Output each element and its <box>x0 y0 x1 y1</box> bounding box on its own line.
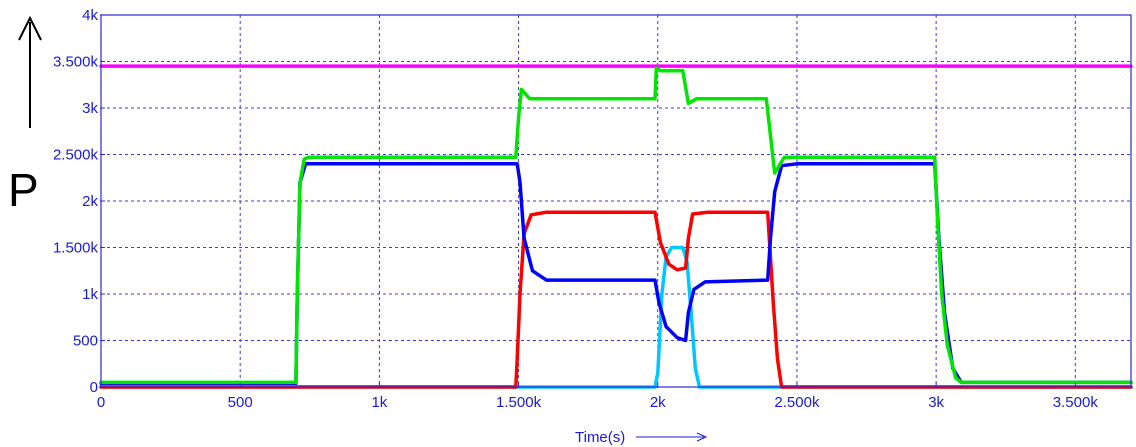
x-tick-label: 2k <box>650 394 666 411</box>
x-tick-label: 0 <box>97 394 105 411</box>
x-axis-arrow <box>636 432 708 442</box>
grid <box>101 15 1131 387</box>
x-tick-label: 500 <box>228 394 253 411</box>
y-tick-label: 1k <box>82 286 98 303</box>
plot-frame <box>100 14 1132 388</box>
x-tick-label: 2.500k <box>774 394 820 411</box>
y-tick-label: 3k <box>82 100 98 117</box>
y-tick-label: 1.500k <box>53 240 99 257</box>
y-tick-label: 0 <box>90 379 98 396</box>
y-tick-label: 2k <box>82 193 98 210</box>
x-tick-labels: 0 500 1k 1.500k 2k 2.500k 3k 3.500k <box>97 383 1099 411</box>
series-line-3 <box>99 210 1133 389</box>
series-line-4 <box>99 162 1133 386</box>
y-tick-label: 2.500k <box>53 147 99 164</box>
series-layer <box>99 64 1133 389</box>
x-tick-label: 3.500k <box>1053 394 1099 411</box>
y-tick-label: 3.500k <box>53 54 99 71</box>
x-axis-label: Time(s) <box>575 429 625 446</box>
series-line-2 <box>99 245 1133 389</box>
y-tick-label: 4k <box>82 7 98 24</box>
y-tick-label: 500 <box>73 333 98 350</box>
x-tick-label: 3k <box>928 394 944 411</box>
y-tick-labels: 0 500 1k 1.500k 2k 2.500k 3k 3.500k 4k <box>53 7 105 396</box>
y-axis-label: P <box>8 164 39 216</box>
x-tick-label: 1k <box>371 394 387 411</box>
x-tick-label: 1.500k <box>496 394 542 411</box>
series-line-5 <box>99 66 1133 385</box>
y-axis-arrow <box>18 15 42 128</box>
